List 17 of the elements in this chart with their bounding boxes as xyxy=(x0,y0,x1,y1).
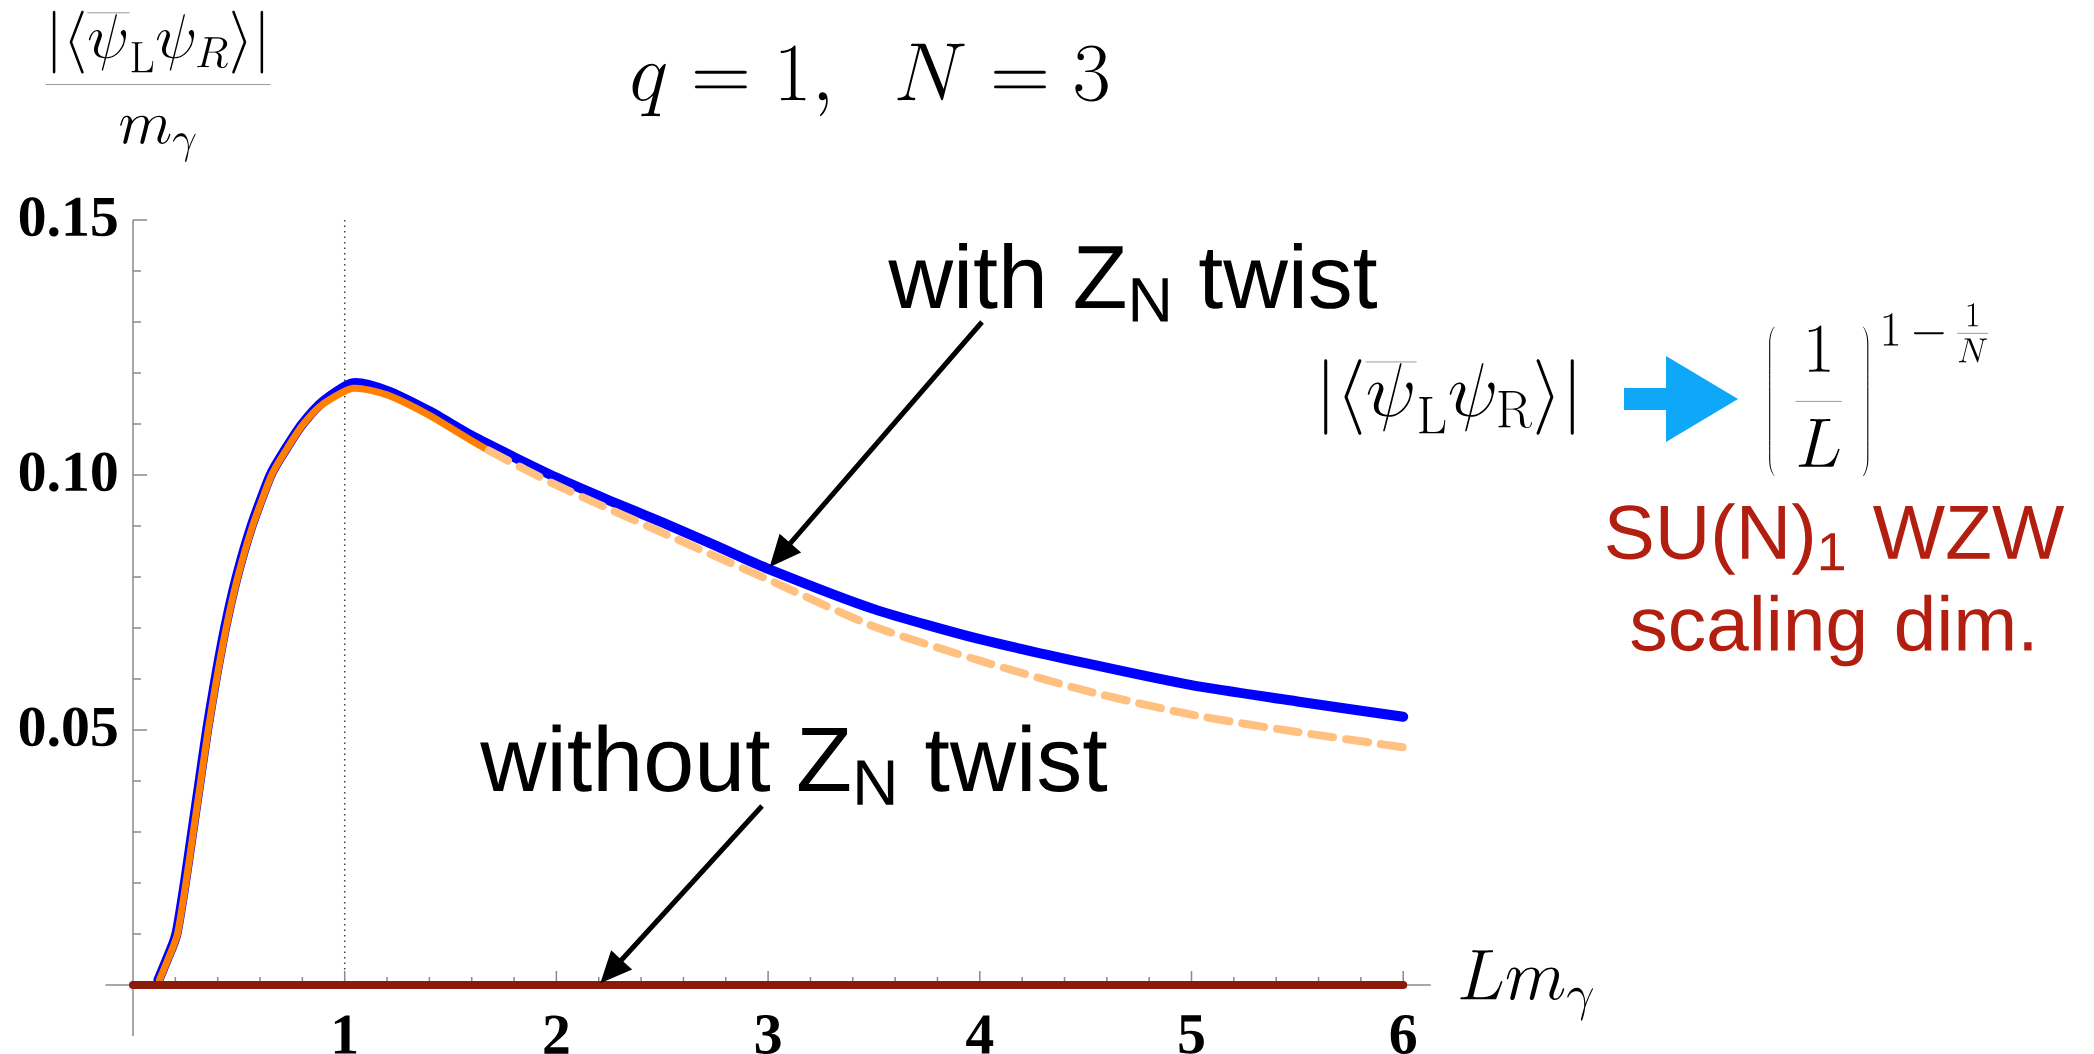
annotation: with Z$_{N}$ twist xyxy=(888,243,1377,322)
x-tick-label: 1 xyxy=(334,1015,357,1054)
x-tick-label: 5 xyxy=(1179,1015,1204,1054)
text: SU(N)$_{1}$ WZW scaling dim. xyxy=(1607,503,2065,667)
y-axis-title: $\frac{|\langle\overline{\psi}_{\mathrm{L}}\psi_{R}\rangle|}{m_{\gamma}}$ xyxy=(45,10,271,163)
text: $\left(\;\frac{1}{L}\;\right)^{\,1\,-\,\frac{1}{N}}$ xyxy=(1769,303,1989,477)
y-tick-label: 0.10 xyxy=(19,452,117,492)
x-tick-label: 3 xyxy=(755,1015,781,1054)
annotation: $|\langle\overline{\psi}_{\mathrm{L}}\psi_{\mathrm{R}}\rangle|$ xyxy=(1324,359,1574,435)
annotation: without Z$_{N}$ twist xyxy=(480,724,1108,805)
chart-title: $q = 1,\ \ N = 3$ xyxy=(632,43,1108,117)
y-tick-label: 0.15 xyxy=(19,197,117,237)
x-tick-label: 4 xyxy=(966,1015,994,1054)
y-tick-label: 0.05 xyxy=(19,707,117,747)
x-axis-title: $Lm_{\gamma}$ xyxy=(1460,950,1594,1021)
x-tick-label: 2 xyxy=(544,1015,569,1054)
x-tick-label: 6 xyxy=(1390,1015,1416,1054)
